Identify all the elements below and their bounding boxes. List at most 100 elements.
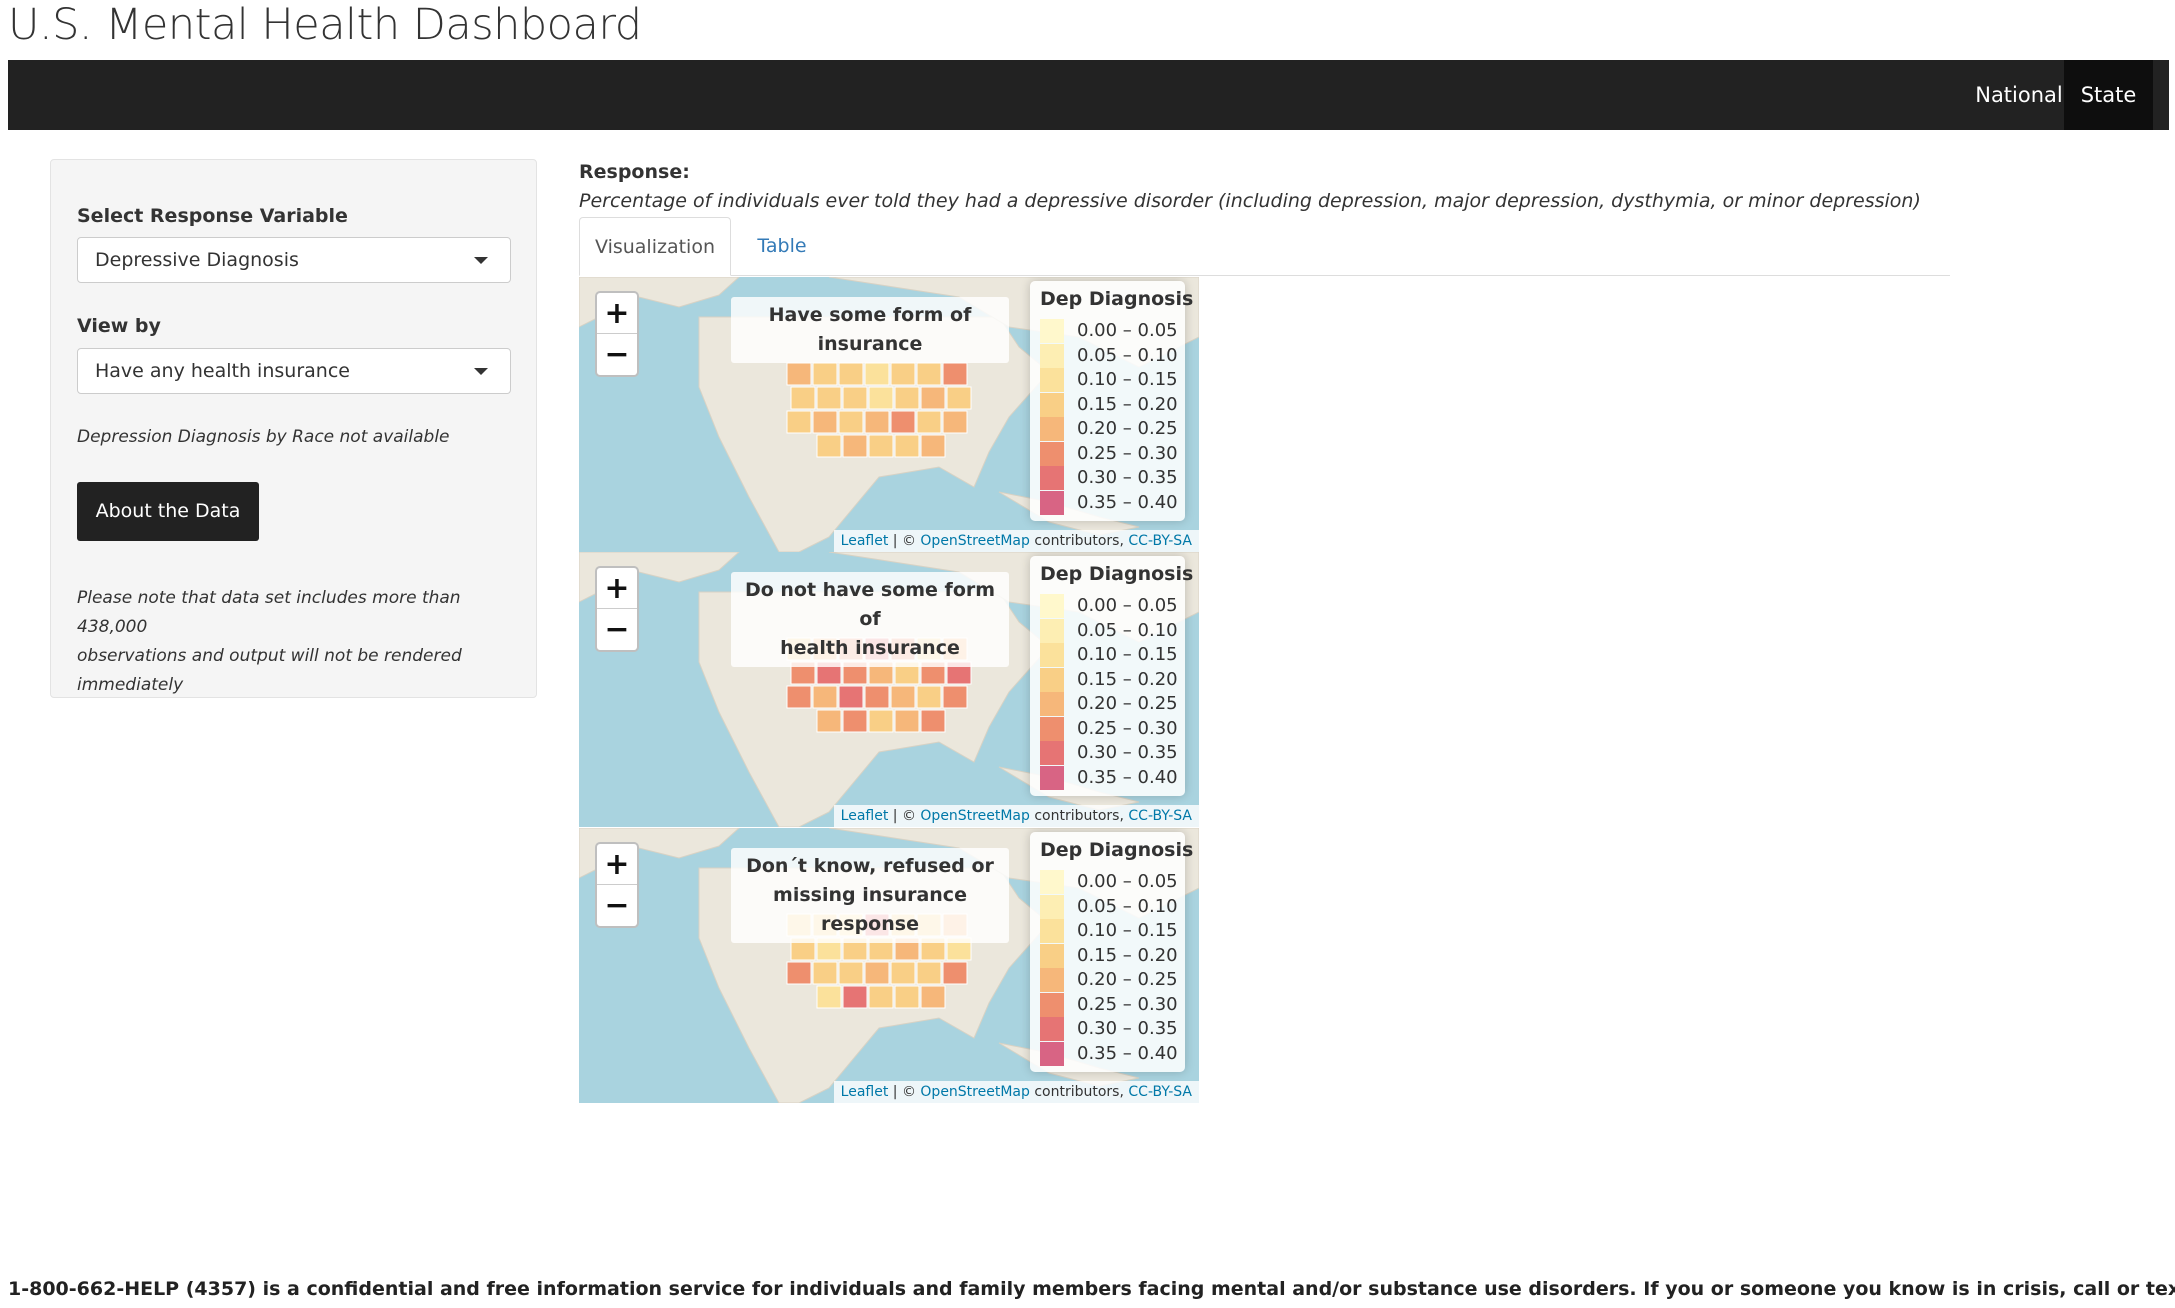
- zoom-out-button[interactable]: −: [604, 888, 630, 923]
- zoom-out-button[interactable]: −: [604, 612, 630, 647]
- legend-swatch: [1040, 919, 1064, 943]
- legend-label: 0.25 – 0.30: [1077, 717, 1178, 739]
- zoom-in-button[interactable]: +: [597, 568, 637, 609]
- response-variable-label: Select Response Variable: [77, 205, 348, 227]
- state-region: [894, 386, 920, 410]
- legend-label: 0.00 – 0.05: [1077, 595, 1178, 616]
- sidebar-panel: Select Response Variable Depressive Diag…: [50, 159, 537, 698]
- state-region: [868, 386, 894, 410]
- state-region: [942, 961, 968, 985]
- attribution-separator: | ©: [888, 1084, 921, 1100]
- state-region: [812, 362, 838, 386]
- state-region: [916, 961, 942, 985]
- legend-swatch: [1040, 466, 1064, 490]
- legend-label: 0.30 – 0.35: [1077, 1018, 1178, 1039]
- navbar: National State: [8, 60, 2169, 130]
- choropleth-map[interactable]: + − Do not have some form of health insuran…: [579, 552, 1199, 827]
- license-link[interactable]: CC-BY-SA: [1128, 808, 1192, 824]
- legend-swatch: [1040, 765, 1064, 790]
- license-link[interactable]: CC-BY-SA: [1128, 1084, 1192, 1100]
- zoom-in-button[interactable]: +: [597, 844, 637, 885]
- map-legend: Dep Diagnosis 0.00 – 0.05 0.05 – 0.10 0.10 …: [1030, 281, 1193, 521]
- attribution-contributors: contributors,: [1029, 533, 1129, 549]
- state-region: [790, 386, 816, 410]
- map-legend: Dep Diagnosis 0.00 – 0.05 0.05 – 0.10 0.10 …: [1030, 556, 1193, 796]
- state-region: [786, 410, 812, 434]
- state-region: [890, 410, 916, 434]
- race-note: Depression Diagnosis by Race not availab…: [77, 427, 450, 447]
- legend-swatch: [1040, 692, 1064, 716]
- tab-table[interactable]: Table: [757, 235, 807, 257]
- leaflet-link[interactable]: Leaflet: [840, 1084, 889, 1100]
- legend-label: 0.20 – 0.25: [1077, 969, 1178, 990]
- nav-tab-national[interactable]: National: [1975, 83, 2063, 107]
- choropleth-map[interactable]: + − Don´t know, refused or missing insuranc…: [579, 828, 1199, 1103]
- state-region: [894, 709, 920, 733]
- map-title-line: health insurance: [780, 637, 960, 659]
- nav-tab-state[interactable]: State: [2064, 60, 2153, 130]
- legend-label: 0.15 – 0.20: [1077, 668, 1178, 690]
- about-data-button[interactable]: About the Data: [77, 482, 259, 541]
- map-title-line: insurance: [817, 333, 923, 355]
- zoom-control: + −: [595, 291, 639, 377]
- state-region: [894, 434, 920, 458]
- legend-swatch: [1040, 618, 1064, 643]
- zoom-in-button[interactable]: +: [597, 293, 637, 334]
- state-region: [920, 434, 946, 458]
- legend-label: 0.10 – 0.15: [1077, 920, 1178, 941]
- openstreetmap-link[interactable]: OpenStreetMap: [920, 808, 1030, 824]
- legend-swatch: [1040, 741, 1064, 765]
- legend-swatch: [1040, 392, 1064, 417]
- legend-swatch: [1040, 441, 1064, 466]
- state-region: [842, 709, 868, 733]
- state-region: [816, 386, 842, 410]
- legend-swatch: [1040, 1041, 1064, 1066]
- openstreetmap-link[interactable]: OpenStreetMap: [920, 1084, 1030, 1100]
- state-region: [890, 362, 916, 386]
- view-by-label: View by: [77, 315, 161, 337]
- legend-title: Dep Diagnosis: [1040, 288, 1194, 310]
- legend-label: 0.00 – 0.05: [1077, 871, 1178, 892]
- legend-swatch: [1040, 716, 1064, 741]
- legend-swatch: [1040, 870, 1064, 894]
- state-region: [812, 961, 838, 985]
- view-by-select[interactable]: Have any health insurance: [77, 348, 511, 394]
- state-region: [890, 685, 916, 709]
- tab-visualization[interactable]: Visualization: [579, 217, 731, 276]
- response-label: Response:: [579, 161, 690, 183]
- response-variable-select[interactable]: Depressive Diagnosis: [77, 237, 511, 283]
- response-description: Percentage of individuals ever told they…: [579, 190, 1921, 212]
- license-link[interactable]: CC-BY-SA: [1128, 533, 1192, 549]
- legend-swatch: [1040, 894, 1064, 919]
- legend-label: 0.00 – 0.05: [1077, 320, 1178, 341]
- leaflet-link[interactable]: Leaflet: [840, 533, 889, 549]
- view-by-value: Have any health insurance: [95, 360, 350, 382]
- legend-label: 0.35 – 0.40: [1077, 766, 1178, 788]
- legend-swatch: [1040, 490, 1064, 515]
- legend-title: Dep Diagnosis: [1040, 839, 1194, 861]
- state-region: [890, 961, 916, 985]
- state-region: [812, 685, 838, 709]
- openstreetmap-link[interactable]: OpenStreetMap: [920, 533, 1030, 549]
- choropleth-map[interactable]: + − Have some form of insurance Dep Diagnosi…: [579, 277, 1199, 552]
- legend-label: 0.10 – 0.15: [1077, 369, 1178, 390]
- state-region: [920, 386, 946, 410]
- app-title: U.S. Mental Health Dashboard: [8, 0, 642, 50]
- state-region: [864, 961, 890, 985]
- size-note-line: immediately: [77, 675, 184, 695]
- state-region: [838, 961, 864, 985]
- legend-swatch: [1040, 968, 1064, 992]
- footer-helpline: 1-800-662-HELP (4357) is a confidential …: [8, 1278, 2175, 1300]
- legend-label: 0.35 – 0.40: [1077, 1042, 1178, 1064]
- size-note: Please note that data set includes more …: [77, 584, 536, 700]
- legend-swatch: [1040, 343, 1064, 368]
- state-region: [864, 685, 890, 709]
- state-region: [920, 709, 946, 733]
- legend-swatch: [1040, 643, 1064, 667]
- legend-swatch: [1040, 594, 1064, 618]
- zoom-out-button[interactable]: −: [604, 337, 630, 372]
- legend-label: 0.20 – 0.25: [1077, 693, 1178, 714]
- leaflet-link[interactable]: Leaflet: [840, 808, 889, 824]
- attribution-contributors: contributors,: [1029, 808, 1129, 824]
- state-region: [864, 362, 890, 386]
